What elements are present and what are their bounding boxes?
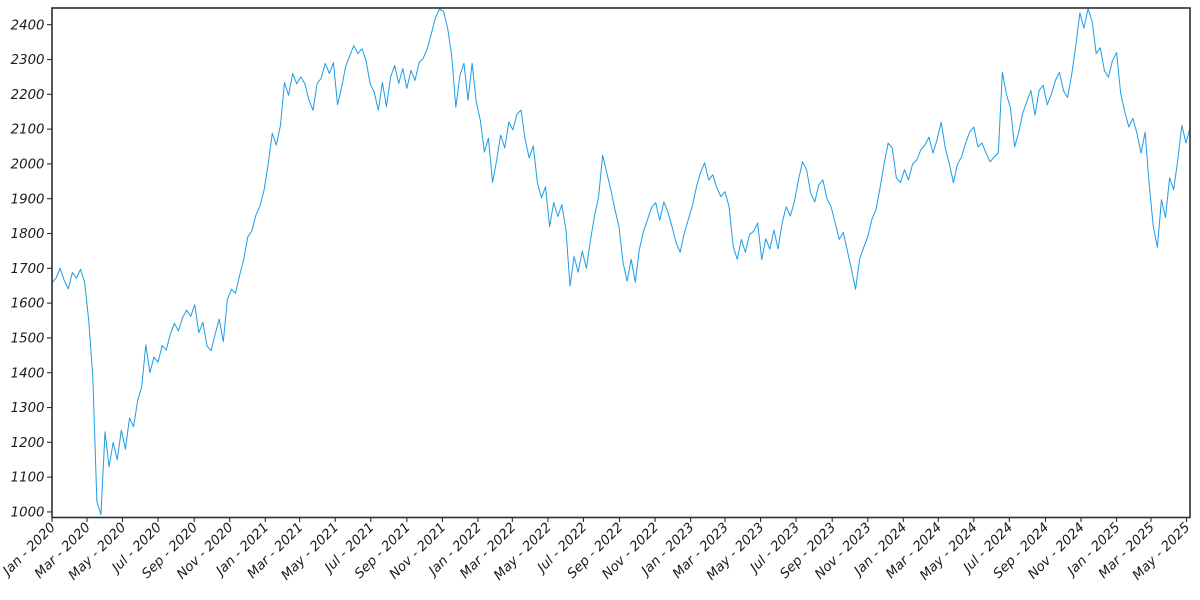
y-tick-label: 1200 [11,436,45,451]
y-tick-label: 2100 [11,123,45,138]
plot-border [51,7,1191,519]
y-tick-label: 2300 [11,53,45,68]
y-tick-label: 1800 [11,227,45,242]
y-tick-label: 1900 [11,192,45,207]
y-tick-label: 1300 [11,401,45,416]
y-tick-label: 1700 [11,262,45,277]
y-tick-label: 1400 [11,366,45,381]
y-tick-label: 2200 [11,88,45,103]
y-tick-label: 1100 [11,471,45,486]
price-series-line [51,8,1191,516]
y-axis: 1000 1100 1200 1300 1400 1500 1600 1700 1800 1900… [11,18,52,521]
y-tick-label: 2000 [11,158,45,173]
y-tick-label: 2400 [11,18,45,33]
y-tick-label: 1500 [11,332,45,347]
y-tick-label: 1000 [11,506,45,521]
y-tick-label: 1600 [11,297,45,312]
